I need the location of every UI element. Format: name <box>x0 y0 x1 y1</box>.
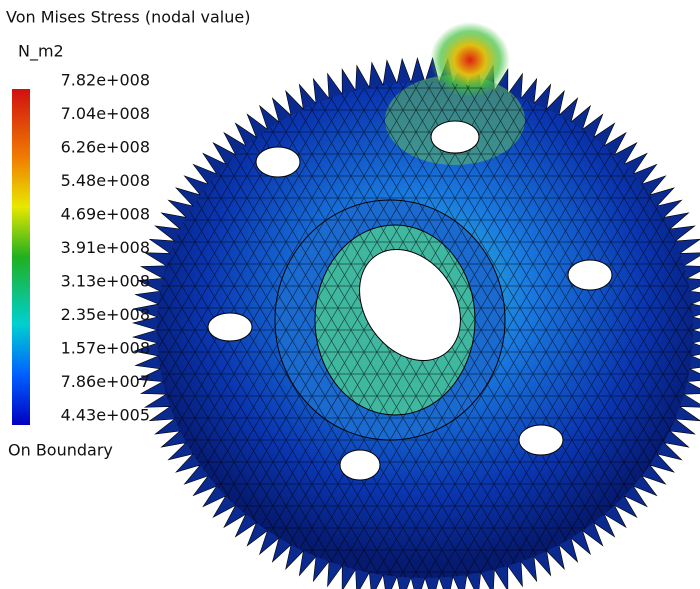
legend-label: 4.69e+008 <box>61 205 150 224</box>
hole <box>431 121 479 153</box>
legend-unit: N_m2 <box>18 42 64 62</box>
hole <box>256 147 300 177</box>
hole <box>208 313 252 341</box>
legend-label: 7.86e+007 <box>61 372 150 391</box>
hole <box>340 450 380 480</box>
legend-label: 4.43e+005 <box>61 406 150 425</box>
legend-label: 7.82e+008 <box>61 71 150 90</box>
legend-label: 1.57e+008 <box>61 339 150 358</box>
legend-label: 7.04e+008 <box>61 104 150 123</box>
legend-label: 3.91e+008 <box>61 238 150 257</box>
page: Von Mises Stress (nodal value) N_m2 7.82… <box>0 0 700 589</box>
hole <box>519 425 563 455</box>
legend-label: 5.48e+008 <box>61 171 150 190</box>
legend-title: Von Mises Stress (nodal value) <box>6 8 250 27</box>
legend-label: 2.35e+008 <box>61 305 150 324</box>
legend-label: 3.13e+008 <box>61 272 150 291</box>
hole <box>568 260 612 290</box>
color-bar <box>12 89 30 425</box>
footer: On Boundary <box>8 441 113 460</box>
viewport: Von Mises Stress (nodal value) N_m2 7.82… <box>0 0 700 589</box>
legend-label: 6.26e+008 <box>61 138 150 157</box>
gear <box>133 22 700 589</box>
